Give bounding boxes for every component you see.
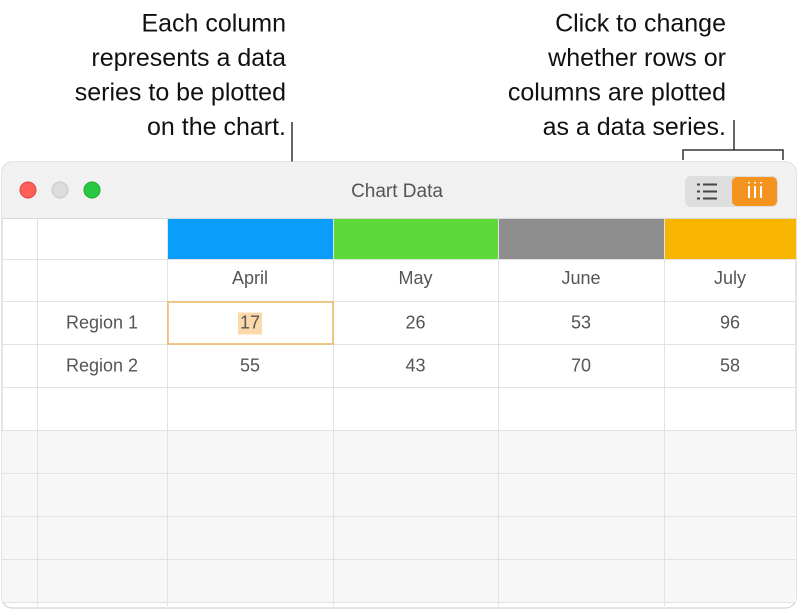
cell-value[interactable]: 55 (240, 355, 260, 375)
window-title: Chart Data (351, 181, 443, 202)
column-header: July (714, 268, 746, 288)
annotation-line: Each column (141, 10, 286, 38)
close-button[interactable] (19, 181, 37, 199)
column-header: April (232, 268, 268, 288)
row-header: Region 1 (66, 312, 138, 332)
series-color (167, 219, 333, 259)
annotation-line: represents a data (91, 44, 286, 72)
table: April May June July Region 1 17 26 53 96 Region 2… (2, 219, 796, 606)
columns-icon (748, 186, 762, 198)
cell-value[interactable]: 53 (571, 312, 591, 332)
cell-value[interactable]: 17 (240, 312, 260, 332)
bracket (682, 120, 784, 160)
minimize-button[interactable] (51, 181, 69, 199)
annotation-line: as a data series. (543, 113, 726, 141)
cell-value[interactable]: 43 (405, 355, 425, 375)
annotation-line: Click to change (555, 10, 726, 38)
cell-value[interactable]: 26 (405, 312, 425, 332)
annotation-line: on the chart. (147, 113, 286, 141)
rows-button[interactable] (697, 183, 717, 200)
column-header: May (398, 268, 432, 288)
series-color (498, 219, 664, 259)
annotation-line: whether rows or (547, 44, 726, 72)
text-selection (238, 312, 262, 335)
series-color (664, 219, 796, 259)
title-bar (2, 162, 796, 218)
cell-value[interactable]: 70 (571, 355, 591, 375)
column-header: June (561, 268, 600, 288)
annotation-line: columns are plotted (508, 79, 726, 107)
series-color (333, 219, 498, 259)
columns-icon-dots (748, 182, 762, 184)
annotation-line: series to be plotted (75, 79, 286, 107)
selected-cell (167, 301, 334, 345)
row-header: Region 2 (66, 355, 138, 375)
zoom-button[interactable] (83, 181, 101, 199)
cell-value[interactable]: 58 (720, 355, 740, 375)
cell-value[interactable]: 96 (720, 312, 740, 332)
